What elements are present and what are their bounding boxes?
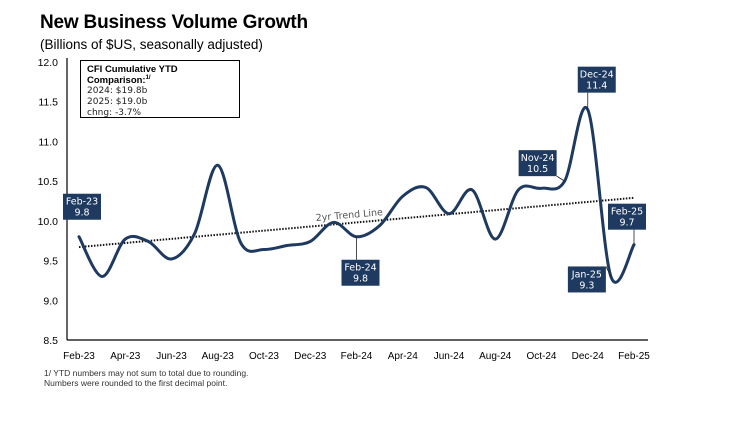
callout-leader	[605, 266, 612, 277]
footnote-2: Numbers were rounded to the first decima…	[44, 378, 228, 388]
x-tick-label: Apr-23	[110, 351, 140, 362]
callout-month: Jan-25	[571, 269, 602, 280]
callout-leader	[556, 175, 565, 182]
data-callout: Feb-259.7	[608, 203, 646, 245]
callout-month: Dec-24	[580, 70, 614, 81]
ytd-comparison-box: CFI Cumulative YTD Comparison:1/ 2024: $…	[80, 60, 240, 118]
x-tick-label: Aug-23	[202, 351, 235, 362]
x-tick-label: Dec-24	[572, 351, 605, 362]
callout-box	[518, 150, 557, 177]
x-tick-label: Jun-23	[156, 351, 187, 362]
callout-box	[567, 266, 606, 293]
ytd-box-title: CFI Cumulative YTD Comparison:	[87, 64, 178, 87]
chart-title: New Business Volume Growth	[40, 12, 308, 33]
chart-subtitle: (Billions of $US, seasonally adjusted)	[40, 37, 263, 52]
y-tick-label: 9.5	[43, 256, 58, 268]
callout-value: 9.8	[74, 208, 89, 219]
y-tick-label: 11.0	[38, 136, 58, 148]
callout-month: Feb-25	[611, 207, 643, 218]
ytd-change: chng: -3.7%	[87, 108, 142, 119]
x-tick-label: Feb-25	[618, 351, 650, 362]
ytd-footnote-marker: 1/	[145, 75, 151, 81]
footnotes: 1/ YTD numbers may not sum to total due …	[44, 368, 248, 388]
callout-value: 11.4	[586, 81, 607, 92]
callout-box	[341, 259, 380, 286]
y-axis-ticks: 12.0 11.5 11.0 10.5 10.0 9.5 9.0 8.5	[38, 57, 59, 347]
callout-value: 9.8	[353, 274, 368, 285]
callout-box	[608, 203, 646, 230]
x-tick-label: Oct-24	[526, 351, 556, 362]
y-tick-label: 10.5	[38, 176, 59, 188]
y-tick-label: 9.0	[43, 295, 58, 307]
x-tick-label: Feb-24	[341, 351, 373, 362]
y-tick-label: 11.5	[38, 97, 58, 109]
annotations-group: Feb-239.8Feb-249.8Nov-2410.5Dec-2411.4Ja…	[63, 66, 646, 293]
x-axis-ticks: Feb-23 Apr-23 Jun-23 Aug-23 Oct-23 Dec-23 Feb-…	[63, 351, 650, 362]
callout-month: Feb-24	[344, 263, 376, 274]
y-tick-label: 10.0	[38, 216, 59, 228]
callout-box	[63, 193, 101, 220]
ytd-2025: 2025: $19.0b	[87, 97, 148, 108]
callout-value: 9.7	[619, 218, 634, 229]
y-tick-label: 12.0	[38, 57, 59, 69]
x-tick-label: Apr-24	[388, 351, 418, 362]
data-callout: Jan-259.3	[567, 266, 612, 293]
callout-value: 9.3	[579, 280, 594, 291]
x-tick-label: Aug-24	[479, 351, 512, 362]
callout-month: Nov-24	[521, 153, 555, 164]
callout-month: Feb-23	[66, 197, 98, 208]
x-tick-label: Dec-23	[294, 351, 327, 362]
ytd-2024: 2024: $19.8b	[87, 86, 148, 97]
data-callout: Feb-239.8	[63, 193, 101, 220]
x-tick-label: Jun-24	[434, 351, 465, 362]
x-tick-label: Feb-23	[63, 351, 95, 362]
data-callout: Feb-249.8	[341, 236, 380, 286]
series-line	[77, 105, 636, 284]
x-tick-label: Oct-23	[249, 351, 279, 362]
callout-value: 10.5	[527, 164, 548, 175]
y-tick-label: 8.5	[43, 335, 58, 347]
footnote-1: 1/ YTD numbers may not sum to total due …	[44, 368, 249, 378]
callout-box	[577, 66, 616, 93]
